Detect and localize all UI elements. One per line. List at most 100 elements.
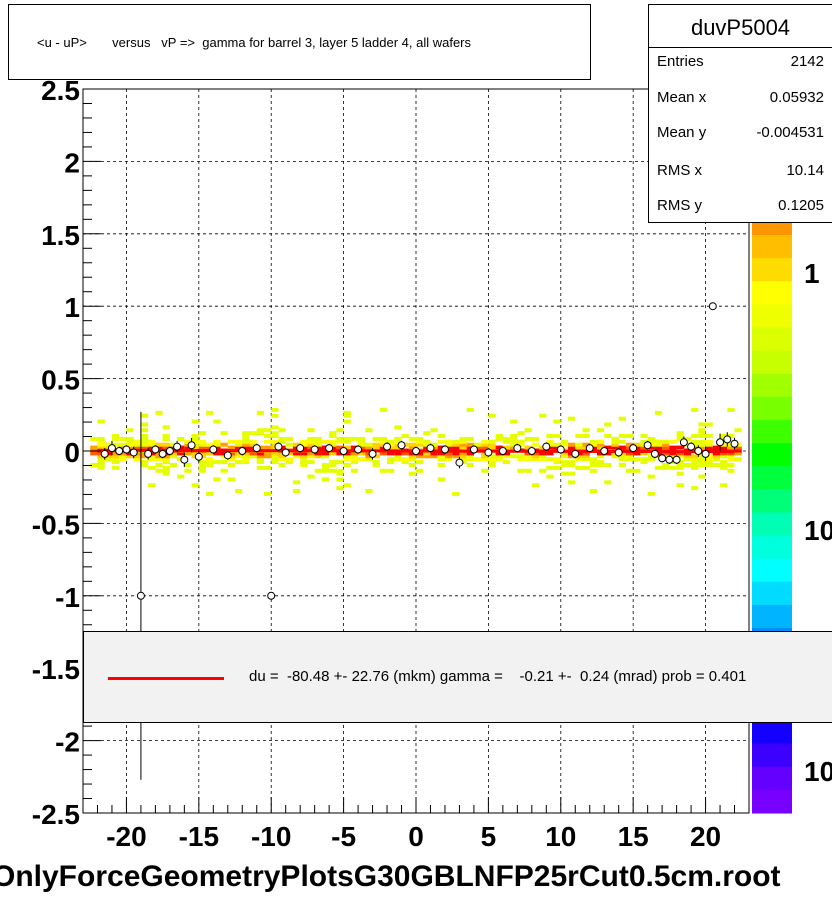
profile-point [107, 444, 116, 453]
heatmap-cell [263, 428, 272, 433]
heatmap-cell [350, 436, 359, 441]
heatmap-cell [111, 451, 120, 456]
heatmap-cell [524, 454, 532, 459]
heatmap-cell [488, 413, 496, 418]
heatmap-cell [256, 460, 264, 465]
heatmap-cell [350, 468, 359, 473]
heatmap-cell [720, 462, 728, 467]
heatmap-cell [553, 442, 561, 447]
heatmap-cell [162, 445, 170, 450]
heatmap-cell [300, 454, 308, 459]
heatmap-cell [705, 445, 713, 450]
heatmap-cell [220, 442, 228, 447]
heatmap-cell [387, 460, 395, 465]
heatmap-cell [242, 434, 250, 439]
color-scale-segment [752, 235, 792, 259]
heatmap-cell [343, 454, 351, 459]
profile-point [571, 449, 580, 458]
heatmap-cell [734, 428, 742, 433]
heatmap-cell [430, 451, 438, 456]
heatmap-cell [198, 460, 207, 465]
heatmap-cell [589, 460, 597, 465]
y-tick-label: 2.5 [41, 75, 80, 106]
heatmap-cell [133, 457, 141, 462]
heatmap-cell [235, 460, 243, 465]
heatmap-cell [213, 460, 221, 465]
heatmap-cell [329, 460, 337, 465]
heatmap-cell [662, 454, 670, 459]
heatmap-cell [430, 442, 438, 447]
heatmap-cell [242, 454, 250, 459]
heatmap-cell [625, 451, 634, 456]
heatmap-cell [408, 462, 416, 467]
heatmap-cell [481, 445, 489, 450]
heatmap-cell [654, 445, 663, 450]
heatmap-cell [220, 451, 228, 456]
heatmap-cell [307, 474, 315, 479]
stat-value: 2142 [790, 53, 824, 70]
profile-point [252, 444, 261, 453]
heatmap-cell [379, 451, 388, 456]
heatmap-cell [271, 451, 279, 456]
color-scale-segment [752, 350, 792, 375]
heatmap-cell [235, 445, 243, 450]
heatmap-cell [437, 457, 445, 462]
heatmap-cell [495, 457, 503, 462]
heatmap-cell [126, 454, 134, 459]
heatmap-cell [734, 457, 742, 462]
heatmap-cell [314, 454, 322, 459]
heatmap-cell [177, 474, 185, 479]
heatmap-cell [553, 445, 561, 450]
heatmap-cell [539, 468, 547, 473]
heatmap-cell [140, 428, 149, 433]
heatmap-cell [336, 428, 344, 433]
heatmap-cell [683, 442, 692, 447]
heatmap-cell [517, 439, 525, 444]
heatmap-cell [198, 462, 207, 467]
color-scale-segment [752, 581, 792, 606]
heatmap-cell [669, 454, 677, 459]
heatmap-cell [669, 465, 677, 470]
heatmap-cell [683, 436, 692, 441]
heatmap-cell [126, 436, 134, 441]
heatmap-cell [314, 439, 322, 444]
heatmap-cell [473, 457, 482, 462]
profile-point [339, 447, 348, 455]
heatmap-cell [705, 422, 713, 427]
heatmap-cell [546, 465, 554, 470]
heatmap-cell [278, 457, 286, 462]
heatmap-cell [155, 442, 163, 447]
heatmap-cell [336, 445, 344, 450]
heatmap-cell [444, 442, 453, 447]
heatmap-cell [582, 465, 590, 470]
heatmap-cell [336, 486, 344, 491]
heatmap-cell [271, 457, 279, 462]
heatmap-cell [394, 457, 402, 462]
heatmap-cell [372, 454, 380, 459]
heatmap-cell [300, 462, 308, 467]
heatmap-cell [466, 457, 474, 462]
heatmap-cell [553, 460, 561, 465]
heatmap-cell [329, 431, 337, 436]
heatmap-cell [611, 442, 619, 447]
heatmap-cell [329, 451, 337, 456]
y-axis: 2.5 2 1.5 1 0.5 0 -0.5 -1 -1.5 -2 -2.5 [32, 75, 101, 830]
heatmap-cell [720, 483, 728, 488]
x-tick-label: 15 [618, 821, 649, 852]
heatmap-cell [531, 454, 540, 459]
heatmap-cell [169, 442, 178, 447]
heatmap-cell [691, 454, 699, 459]
heatmap-cell [502, 439, 511, 444]
heatmap-cell [90, 451, 98, 456]
heatmap-cell [191, 439, 199, 444]
stats-box: duvP5004 Entries 2142 Mean x 0.05932 Mea… [648, 4, 832, 223]
profile-point [723, 435, 732, 444]
heatmap-cell [683, 457, 692, 462]
heatmap-cell [242, 436, 250, 441]
heatmap-cell [459, 445, 467, 450]
heatmap-cell [654, 465, 663, 470]
color-scale-segment [752, 558, 792, 583]
heatmap-cell [481, 454, 489, 459]
heatmap-cell [611, 454, 619, 459]
heatmap-cell [140, 442, 149, 447]
